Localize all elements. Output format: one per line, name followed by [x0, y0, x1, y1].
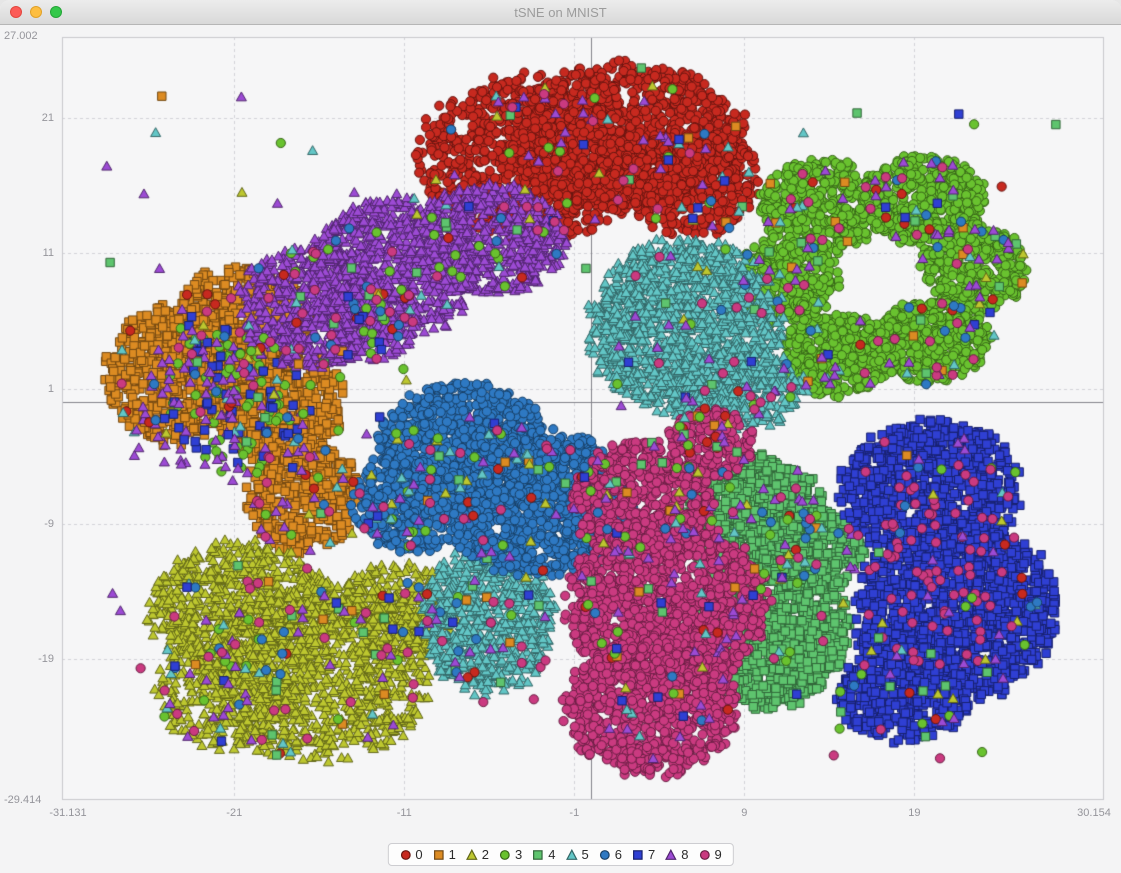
- legend-marker-3-icon: [500, 849, 510, 860]
- legend-marker-7-icon: [633, 849, 643, 860]
- legend-item-8[interactable]: 8: [665, 847, 688, 862]
- legend-marker-2-icon: [466, 848, 478, 860]
- legend-item-4[interactable]: 4: [532, 847, 556, 862]
- legend-item-9[interactable]: 9: [698, 847, 722, 862]
- legend-item-label: 8: [681, 847, 689, 862]
- legend-item-2[interactable]: 2: [466, 847, 489, 862]
- window-titlebar: tSNE on MNIST: [0, 0, 1121, 25]
- window-controls: [10, 0, 62, 24]
- legend-marker-8-icon: [665, 848, 677, 860]
- close-button[interactable]: [10, 6, 22, 18]
- legend-item-label: 0: [415, 847, 423, 862]
- tsne-scatter-canvas[interactable]: [0, 25, 1121, 873]
- legend-item-label: 1: [448, 847, 456, 862]
- legend-item-5[interactable]: 5: [565, 847, 589, 862]
- legend-item-label: 5: [581, 847, 589, 862]
- chart-legend: 0 1 2 3 4 5 6 7 8 9: [387, 843, 734, 866]
- legend-item-label: 9: [714, 847, 722, 862]
- legend-item-3[interactable]: 3: [499, 847, 522, 862]
- plot-region: -21 -11 -1 9 19 -31.131 30.154 21 11 1 -9 -19 27.002…: [0, 25, 1121, 873]
- window-title: tSNE on MNIST: [514, 4, 607, 20]
- legend-item-label: 4: [548, 847, 556, 862]
- legend-item-6[interactable]: 6: [599, 847, 622, 862]
- legend-item-label: 2: [481, 847, 490, 862]
- legend-marker-4-icon: [533, 849, 544, 860]
- legend-item-label: 6: [614, 847, 622, 862]
- legend-item-1[interactable]: 1: [433, 847, 456, 862]
- minimize-button[interactable]: [30, 6, 42, 18]
- zoom-button[interactable]: [50, 6, 62, 18]
- legend-marker-9-icon: [699, 849, 710, 860]
- legend-item-7[interactable]: 7: [632, 847, 655, 862]
- legend-item-label: 3: [515, 847, 523, 862]
- legend-marker-5-icon: [565, 848, 578, 860]
- legend-marker-6-icon: [599, 849, 610, 860]
- legend-item-0[interactable]: 0: [399, 847, 423, 862]
- legend-item-label: 7: [647, 847, 656, 862]
- legend-marker-0-icon: [400, 849, 411, 860]
- legend-marker-1-icon: [433, 849, 444, 860]
